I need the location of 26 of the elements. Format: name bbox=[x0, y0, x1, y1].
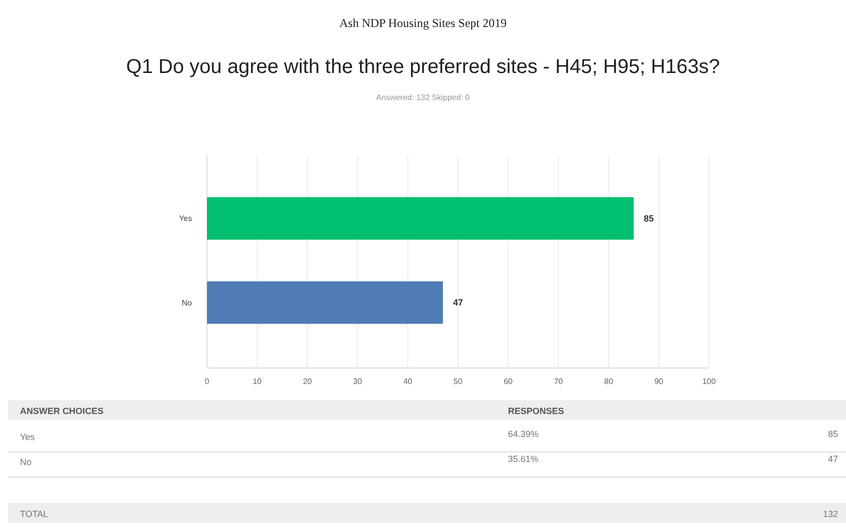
x-tick-label: 40 bbox=[403, 377, 413, 386]
chart-title: Q1 Do you agree with the three preferred sites - H45; H95; H163s? bbox=[126, 56, 720, 78]
x-tick-label: 100 bbox=[702, 377, 716, 386]
text: 35.61% bbox=[508, 454, 539, 464]
data-label: 47 bbox=[452, 298, 463, 308]
x-tick-label: 20 bbox=[302, 377, 312, 386]
x-tick-label: 10 bbox=[252, 377, 262, 386]
x-tick-label: 70 bbox=[554, 377, 564, 386]
x-tick-label: 30 bbox=[353, 377, 363, 386]
category-label: No bbox=[20, 457, 32, 467]
text: 64.39% bbox=[508, 429, 539, 439]
text: 85 bbox=[828, 429, 838, 439]
x-tick-label: 90 bbox=[654, 377, 664, 386]
text: 47 bbox=[828, 454, 838, 464]
chart-subtitle: Answered: 132 Skipped: 0 bbox=[376, 93, 470, 102]
category-label: Yes bbox=[20, 432, 35, 442]
x-tick-label: 50 bbox=[454, 377, 463, 386]
x-tick-label: 60 bbox=[504, 377, 514, 386]
text: RESPONSES bbox=[508, 406, 564, 416]
text: Ash NDP Housing Sites Sept 2019 bbox=[339, 16, 507, 30]
data-label: 85 bbox=[644, 214, 654, 224]
text: ANSWER CHOICES bbox=[20, 406, 104, 416]
x-tick-label: 80 bbox=[604, 377, 614, 386]
x-tick-label: 0 bbox=[204, 377, 210, 386]
text: 132 bbox=[822, 509, 838, 519]
text: TOTAL bbox=[20, 509, 48, 519]
